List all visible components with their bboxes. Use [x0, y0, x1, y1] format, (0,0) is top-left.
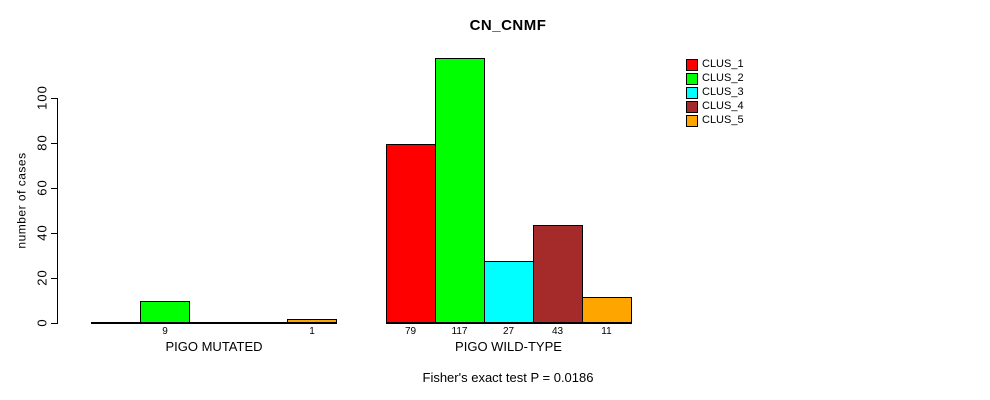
- bar-value-label: 11: [601, 326, 612, 337]
- bar-value-label: 27: [502, 326, 515, 337]
- legend-label: CLUS_5: [702, 114, 744, 126]
- y-tick: [51, 142, 58, 144]
- legend-label: CLUS_1: [702, 58, 744, 70]
- bar-value-label: 1: [309, 326, 315, 337]
- legend-swatch: [686, 86, 698, 99]
- bar: [581, 296, 632, 324]
- bar-value-label: 43: [551, 326, 564, 337]
- y-tick-label: 100: [34, 85, 50, 111]
- legend-swatch: [686, 58, 698, 71]
- chart-title: CN_CNMF: [469, 17, 547, 34]
- bar-value-label: 117: [451, 326, 468, 337]
- y-tick-label: 60: [34, 179, 50, 196]
- y-tick: [51, 277, 58, 279]
- category-label: PIGO WILD-TYPE: [455, 339, 562, 354]
- y-tick-label: 20: [34, 269, 50, 286]
- bar: [532, 224, 583, 324]
- bar: [140, 301, 190, 324]
- y-axis-label: number of cases: [14, 152, 29, 249]
- baseline: [91, 322, 337, 324]
- legend-swatch: [686, 100, 698, 113]
- y-tick: [51, 322, 58, 324]
- bar: [483, 260, 534, 324]
- legend-label: CLUS_4: [702, 100, 744, 112]
- legend-label: CLUS_3: [702, 86, 744, 98]
- y-tick-label: 0: [34, 318, 50, 327]
- bar: [287, 319, 337, 324]
- y-tick: [51, 187, 58, 189]
- bar-value-label: 9: [162, 326, 168, 337]
- y-axis-line: [57, 97, 58, 323]
- bar-value-label: 79: [404, 326, 417, 337]
- bar: [385, 143, 436, 324]
- category-label: PIGO MUTATED: [165, 339, 263, 354]
- y-tick: [51, 97, 58, 99]
- y-tick-label: 40: [34, 224, 50, 241]
- bar: [434, 58, 485, 324]
- annotation-text: Fisher's exact test P = 0.0186: [422, 370, 594, 385]
- legend-label: CLUS_2: [702, 72, 744, 84]
- legend-swatch: [686, 114, 698, 127]
- y-tick: [51, 232, 58, 234]
- y-tick-label: 80: [34, 134, 50, 151]
- legend-swatch: [686, 72, 698, 85]
